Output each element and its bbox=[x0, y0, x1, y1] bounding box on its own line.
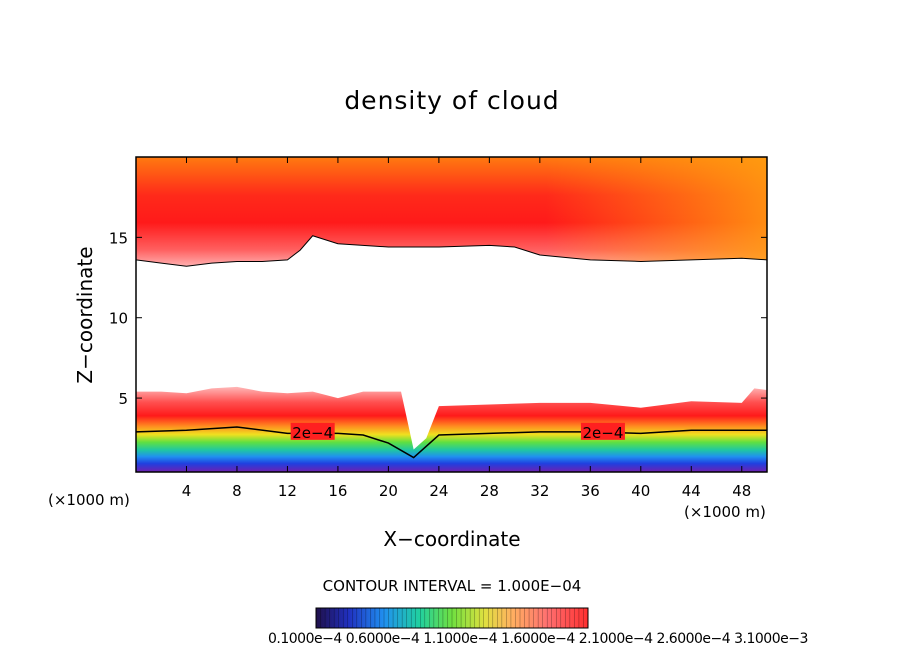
x-tick-label: 48 bbox=[732, 482, 751, 500]
y-tick-label: 15 bbox=[109, 229, 128, 247]
y-tick-label: 5 bbox=[118, 390, 128, 408]
upper-cloud-shading bbox=[136, 157, 767, 267]
y-axis-label: Z−coordinate bbox=[73, 246, 97, 384]
x-tick-label: 44 bbox=[682, 482, 701, 500]
x-tick-label: 4 bbox=[182, 482, 192, 500]
x-tick-label: 36 bbox=[581, 482, 600, 500]
x-unit-label-left: (×1000 m) bbox=[48, 491, 130, 509]
contour-label-bg bbox=[580, 422, 625, 440]
contour-line-2e-4 bbox=[135, 426, 767, 459]
colorbar-labels: 0.1000e−4 0.6000e−4 1.1000e−4 1.6000e−4 … bbox=[268, 631, 808, 647]
contour-label-bg bbox=[290, 422, 335, 440]
x-tick-label: 40 bbox=[631, 482, 650, 500]
contour-label: 2e−4 bbox=[292, 424, 333, 442]
x-axis-label: X−coordinate bbox=[383, 527, 521, 551]
x-tick-label: 12 bbox=[278, 482, 297, 500]
x-tick-label: 32 bbox=[530, 482, 549, 500]
x-tick-label: 8 bbox=[232, 482, 242, 500]
contour-label: 2e−4 bbox=[582, 424, 623, 442]
y-tick-label: 10 bbox=[109, 310, 128, 328]
plot-frame bbox=[135, 156, 768, 473]
lower-cloud-field bbox=[136, 386, 767, 472]
x-tick-label: 16 bbox=[328, 482, 347, 500]
contour-interval-text: CONTOUR INTERVAL = 1.000E−04 bbox=[322, 577, 582, 595]
x-tick-label: 24 bbox=[429, 482, 448, 500]
x-tick-label: 20 bbox=[379, 482, 398, 500]
x-tick-label: 28 bbox=[480, 482, 499, 500]
chart-title: density of cloud bbox=[344, 86, 560, 115]
x-unit-label-right: (×1000 m) bbox=[684, 503, 766, 521]
upper-cloud-base-contour bbox=[136, 235, 767, 267]
